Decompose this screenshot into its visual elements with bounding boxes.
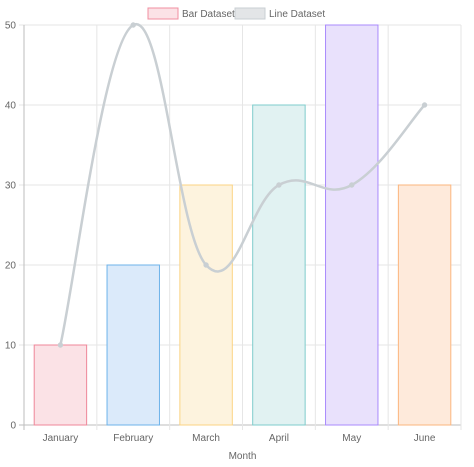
y-tick-label: 50 <box>5 21 17 32</box>
line-point <box>130 22 136 28</box>
bar <box>252 104 306 426</box>
x-tick-label: May <box>342 433 361 444</box>
legend: Bar Dataset Line Dataset <box>147 7 325 20</box>
bar <box>33 344 88 426</box>
line-point <box>57 342 64 348</box>
x-tick-label: April <box>269 433 289 444</box>
line-point <box>421 102 428 108</box>
x-tick-label: June <box>414 433 436 444</box>
y-tick-label: 40 <box>5 101 17 112</box>
axes: 0 10 20 30 40 50 January February March April May J… <box>5 21 436 445</box>
line-point <box>349 182 355 188</box>
x-tick-label: January <box>43 433 79 444</box>
x-axis-title: Month <box>229 451 257 462</box>
bar <box>325 24 379 426</box>
y-tick-label: 20 <box>5 261 17 272</box>
y-tick-label: 0 <box>10 421 16 432</box>
legend-label-bar-dataset[interactable]: Bar Dataset <box>182 9 235 20</box>
x-tick-label: March <box>192 433 220 444</box>
line-point <box>203 262 209 268</box>
legend-swatch-line-dataset[interactable] <box>234 7 266 20</box>
line-series <box>57 22 428 348</box>
line-point <box>276 182 282 188</box>
x-tick-label: February <box>113 433 153 444</box>
legend-swatch-bar-dataset[interactable] <box>147 7 179 20</box>
legend-label-line-dataset[interactable]: Line Dataset <box>269 9 325 20</box>
y-tick-label: 10 <box>5 341 17 352</box>
bar <box>397 184 452 426</box>
grid <box>19 24 462 430</box>
y-tick-label: 30 <box>5 181 17 192</box>
bar <box>106 264 160 426</box>
